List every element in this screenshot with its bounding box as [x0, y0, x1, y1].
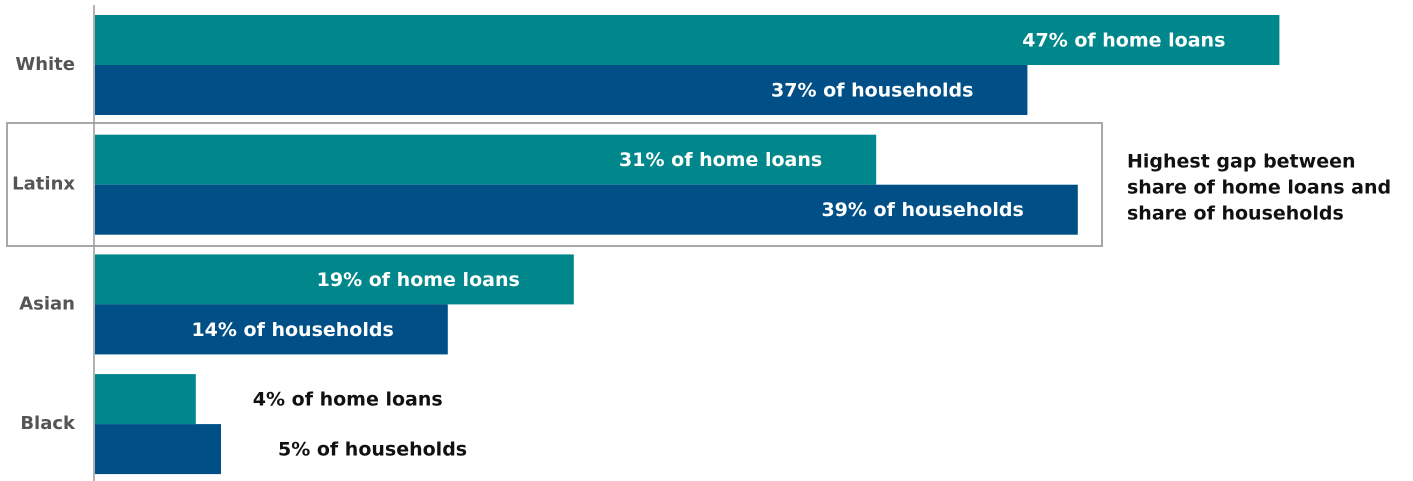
bar	[95, 15, 1280, 65]
annotation: share of home loans and	[1127, 177, 1391, 199]
annotation: share of households	[1127, 203, 1344, 225]
category-label: White	[15, 54, 75, 75]
bar	[95, 134, 877, 185]
bar	[95, 304, 448, 355]
data-label: 47% of home loans	[1022, 30, 1225, 52]
data-label: 14% of households	[191, 319, 393, 341]
data-label: 31% of home loans	[619, 149, 822, 171]
data-label: 19% of home loans	[317, 269, 520, 291]
bar	[95, 254, 574, 305]
category-label: Black	[20, 413, 76, 434]
highlight-box	[6, 122, 1103, 247]
data-label: 4% of home loans	[253, 389, 443, 411]
data-label: 5% of households	[278, 439, 467, 461]
bar	[95, 374, 196, 425]
annotation: Highest gap between	[1127, 151, 1356, 173]
bar	[95, 424, 221, 475]
bar	[95, 184, 1078, 235]
category-label: Asian	[19, 293, 75, 314]
data-label: 37% of households	[771, 80, 973, 102]
bar	[95, 65, 1028, 115]
data-label: 39% of households	[821, 199, 1023, 221]
category-label: Latinx	[12, 174, 75, 195]
